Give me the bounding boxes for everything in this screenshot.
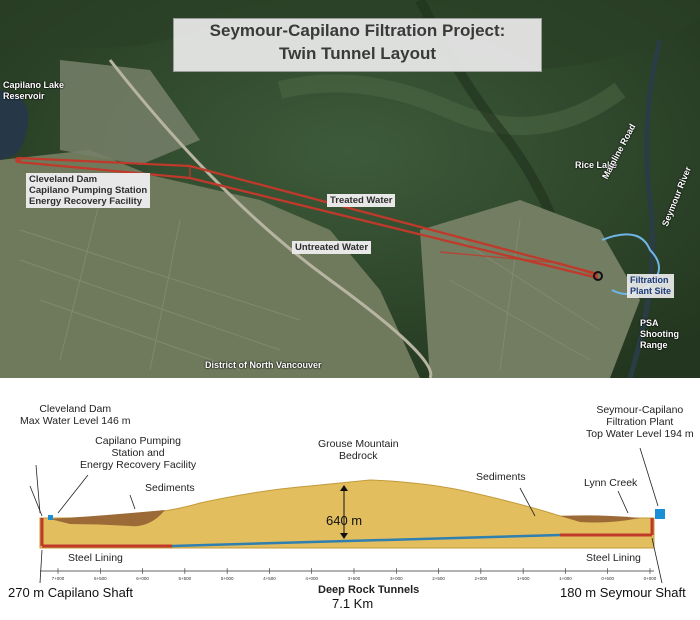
tunnel-length-label: 7.1 Km bbox=[332, 596, 374, 611]
grouse-mountain-line-1: Grouse Mountain bbox=[318, 438, 399, 450]
treated-water-label: Treated Water bbox=[327, 194, 396, 207]
chainage-ticks: 7+000 6+500 6+000 5+500 5+000 4+500 4+000 3+500… bbox=[52, 568, 657, 581]
chainage-tick-label: 0+000 bbox=[644, 576, 657, 581]
deep-rock-tunnels-label: Deep Rock Tunnels bbox=[318, 584, 420, 596]
psa-shooting-range-label: PSA Shooting Range bbox=[640, 318, 679, 351]
untreated-water-label: Untreated Water bbox=[292, 241, 372, 254]
map-title-box: Seymour-Capilano Filtration Project: Twi… bbox=[173, 18, 542, 72]
district-label: District of North Vancouver bbox=[205, 360, 322, 370]
seymour-shaft-label: 180 m Seymour Shaft bbox=[560, 585, 686, 600]
chainage-tick-label: 4+500 bbox=[263, 576, 276, 581]
cleveland-dam-map-label: Cleveland Dam Capilano Pumping Station E… bbox=[26, 173, 151, 208]
steel-lining-right-label: Steel Lining bbox=[586, 552, 641, 564]
sediments-left-label: Sediments bbox=[145, 482, 195, 494]
cleveland-dam-profile-label: Cleveland Dam Max Water Level 146 m bbox=[20, 403, 131, 427]
pumping-station-line-1: Capilano Pumping bbox=[95, 435, 181, 447]
chainage-tick-label: 3+000 bbox=[390, 576, 403, 581]
sediments-right-label: Sediments bbox=[476, 471, 526, 483]
chainage-tick-label: 2+500 bbox=[432, 576, 445, 581]
rice-lake-label: Rice Lake bbox=[575, 160, 618, 170]
dam-marker bbox=[15, 157, 21, 163]
bedrock-area bbox=[39, 479, 655, 549]
pumping-station-profile-label: Capilano Pumping Station and Energy Reco… bbox=[80, 435, 196, 471]
capilano-lake-line-1: Capilano Lake bbox=[3, 80, 65, 90]
height-640-label: 640 m bbox=[326, 513, 363, 528]
tunnel-profile: 7+000 6+500 6+000 5+500 5+000 4+500 4+000 3+500… bbox=[0, 378, 700, 615]
pumping-station-line-3: Energy Recovery Facility bbox=[80, 459, 197, 471]
sediment-left bbox=[50, 510, 165, 527]
chainage-tick-label: 1+500 bbox=[517, 576, 530, 581]
psa-line-2: Shooting bbox=[640, 329, 679, 339]
map-title-line-2: Twin Tunnel Layout bbox=[278, 44, 437, 63]
chainage-tick-label: 1+000 bbox=[559, 576, 572, 581]
filtration-plant-site-line-2: Plant Site bbox=[630, 286, 672, 296]
grouse-mountain-label: Grouse Mountain Bedrock bbox=[318, 438, 399, 462]
capilano-lake-label: Capilano Lake Reservoir bbox=[3, 80, 64, 102]
capilano-shaft-label: 270 m Capilano Shaft bbox=[8, 585, 134, 600]
lynn-creek-label: Lynn Creek bbox=[584, 477, 638, 489]
map-title-line-1: Seymour-Capilano Filtration Project: bbox=[209, 21, 506, 40]
cleveland-dam-profile-line-1: Cleveland Dam bbox=[39, 403, 112, 415]
psa-line-3: Range bbox=[640, 340, 668, 350]
plant-site-marker bbox=[593, 271, 603, 281]
chainage-tick-label: 5+500 bbox=[179, 576, 192, 581]
aerial-map: Seymour-Capilano Filtration Project: Twi… bbox=[0, 0, 700, 379]
capilano-lake-line-2: Reservoir bbox=[3, 91, 45, 101]
tunnel-profile-graphic: 7+000 6+500 6+000 5+500 5+000 4+500 4+000 3+500… bbox=[29, 447, 665, 584]
filtration-plant-line-2: Filtration Plant bbox=[606, 416, 674, 428]
chainage-tick-label: 7+000 bbox=[52, 576, 65, 581]
filtration-plant-line-3: Top Water Level 194 m bbox=[586, 428, 694, 440]
sediment-right bbox=[560, 515, 640, 523]
filtration-plant-line-1: Seymour-Capilano bbox=[596, 404, 684, 416]
chainage-tick-label: 0+500 bbox=[601, 576, 614, 581]
filtration-plant-profile-label: Seymour-Capilano Filtration Plant Top Wa… bbox=[586, 404, 694, 440]
cleveland-dam-map-line-2: Capilano Pumping Station bbox=[29, 185, 148, 196]
steel-lining-left-label: Steel Lining bbox=[68, 552, 123, 564]
pumping-station-line-2: Station and bbox=[111, 447, 165, 459]
deep-rock-tunnel bbox=[171, 533, 561, 548]
grouse-mountain-line-2: Bedrock bbox=[339, 450, 378, 462]
chainage-tick-label: 6+500 bbox=[94, 576, 107, 581]
chainage-tick-label: 2+000 bbox=[475, 576, 488, 581]
filtration-plant-site-label: Filtration Plant Site bbox=[627, 274, 675, 298]
filtration-plant bbox=[655, 509, 665, 519]
chainage-tick-label: 3+500 bbox=[348, 576, 361, 581]
chainage-tick-label: 4+000 bbox=[305, 576, 318, 581]
capilano-pumping-station bbox=[48, 515, 53, 520]
cleveland-dam-map-line-1: Cleveland Dam bbox=[29, 174, 98, 185]
psa-line-1: PSA bbox=[640, 318, 659, 328]
cleveland-dam-profile-line-2: Max Water Level 146 m bbox=[20, 415, 131, 427]
chainage-tick-label: 6+000 bbox=[136, 576, 149, 581]
filtration-plant-site-line-1: Filtration bbox=[630, 275, 669, 285]
cleveland-dam-map-line-3: Energy Recovery Facility bbox=[29, 196, 142, 207]
chainage-tick-label: 5+000 bbox=[221, 576, 234, 581]
